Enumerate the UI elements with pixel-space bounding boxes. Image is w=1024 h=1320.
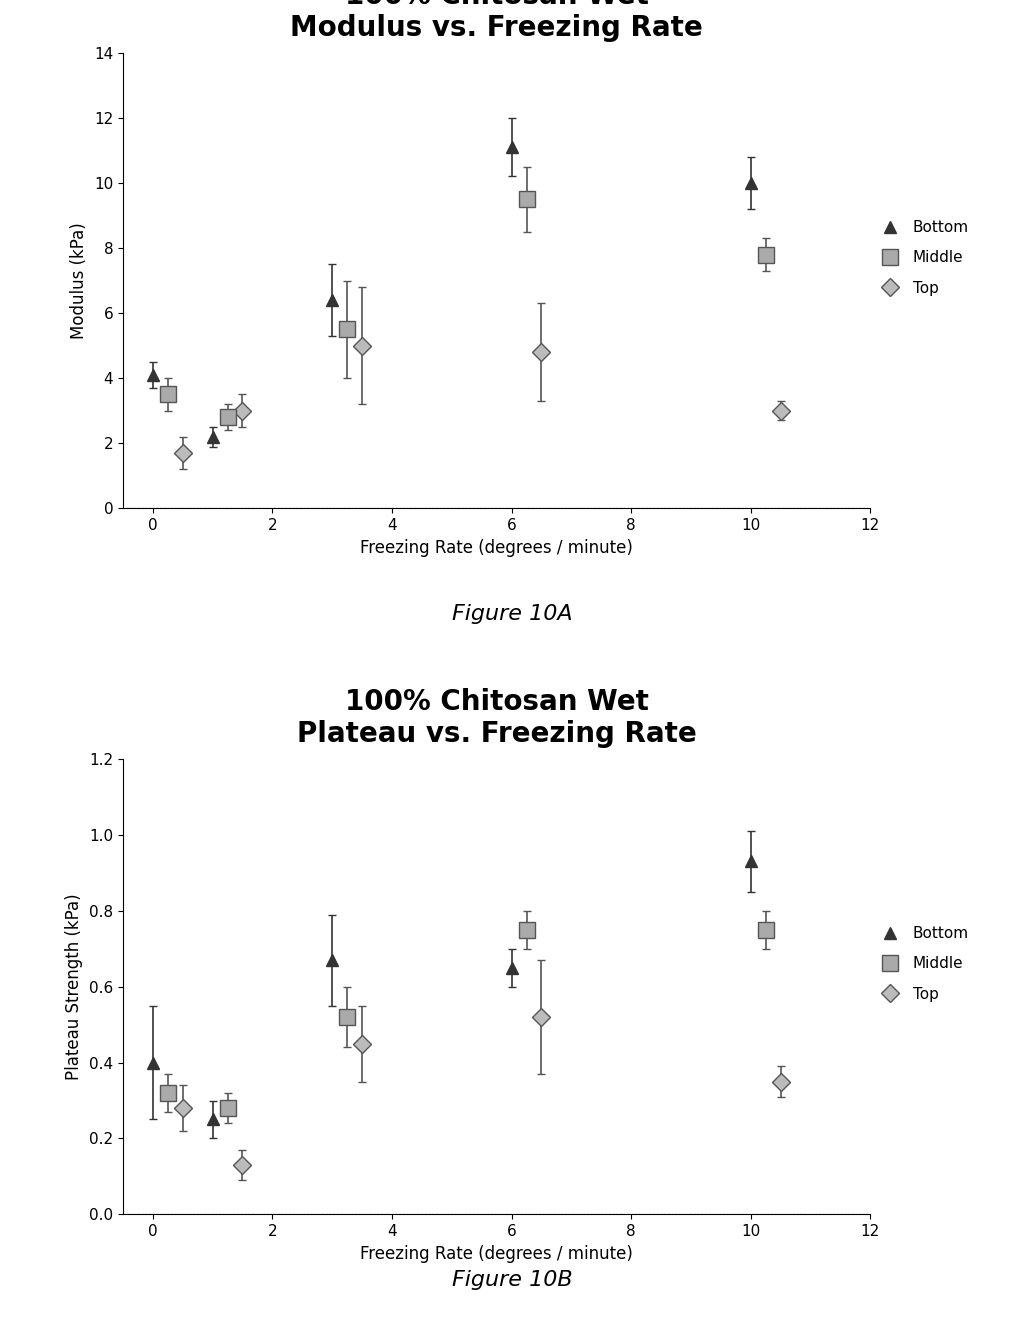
Title: 100% Chitosan Wet
Modulus vs. Freezing Rate: 100% Chitosan Wet Modulus vs. Freezing R…	[290, 0, 703, 42]
Legend: Bottom, Middle, Top: Bottom, Middle, Top	[868, 214, 975, 302]
X-axis label: Freezing Rate (degrees / minute): Freezing Rate (degrees / minute)	[360, 1245, 633, 1263]
Y-axis label: Modulus (kPa): Modulus (kPa)	[71, 222, 88, 339]
Y-axis label: Plateau Strength (kPa): Plateau Strength (kPa)	[66, 894, 83, 1080]
Title: 100% Chitosan Wet
Plateau vs. Freezing Rate: 100% Chitosan Wet Plateau vs. Freezing R…	[297, 688, 696, 748]
Text: Figure 10A: Figure 10A	[452, 603, 572, 624]
X-axis label: Freezing Rate (degrees / minute): Freezing Rate (degrees / minute)	[360, 539, 633, 557]
Legend: Bottom, Middle, Top: Bottom, Middle, Top	[868, 920, 975, 1007]
Text: Figure 10B: Figure 10B	[452, 1270, 572, 1291]
